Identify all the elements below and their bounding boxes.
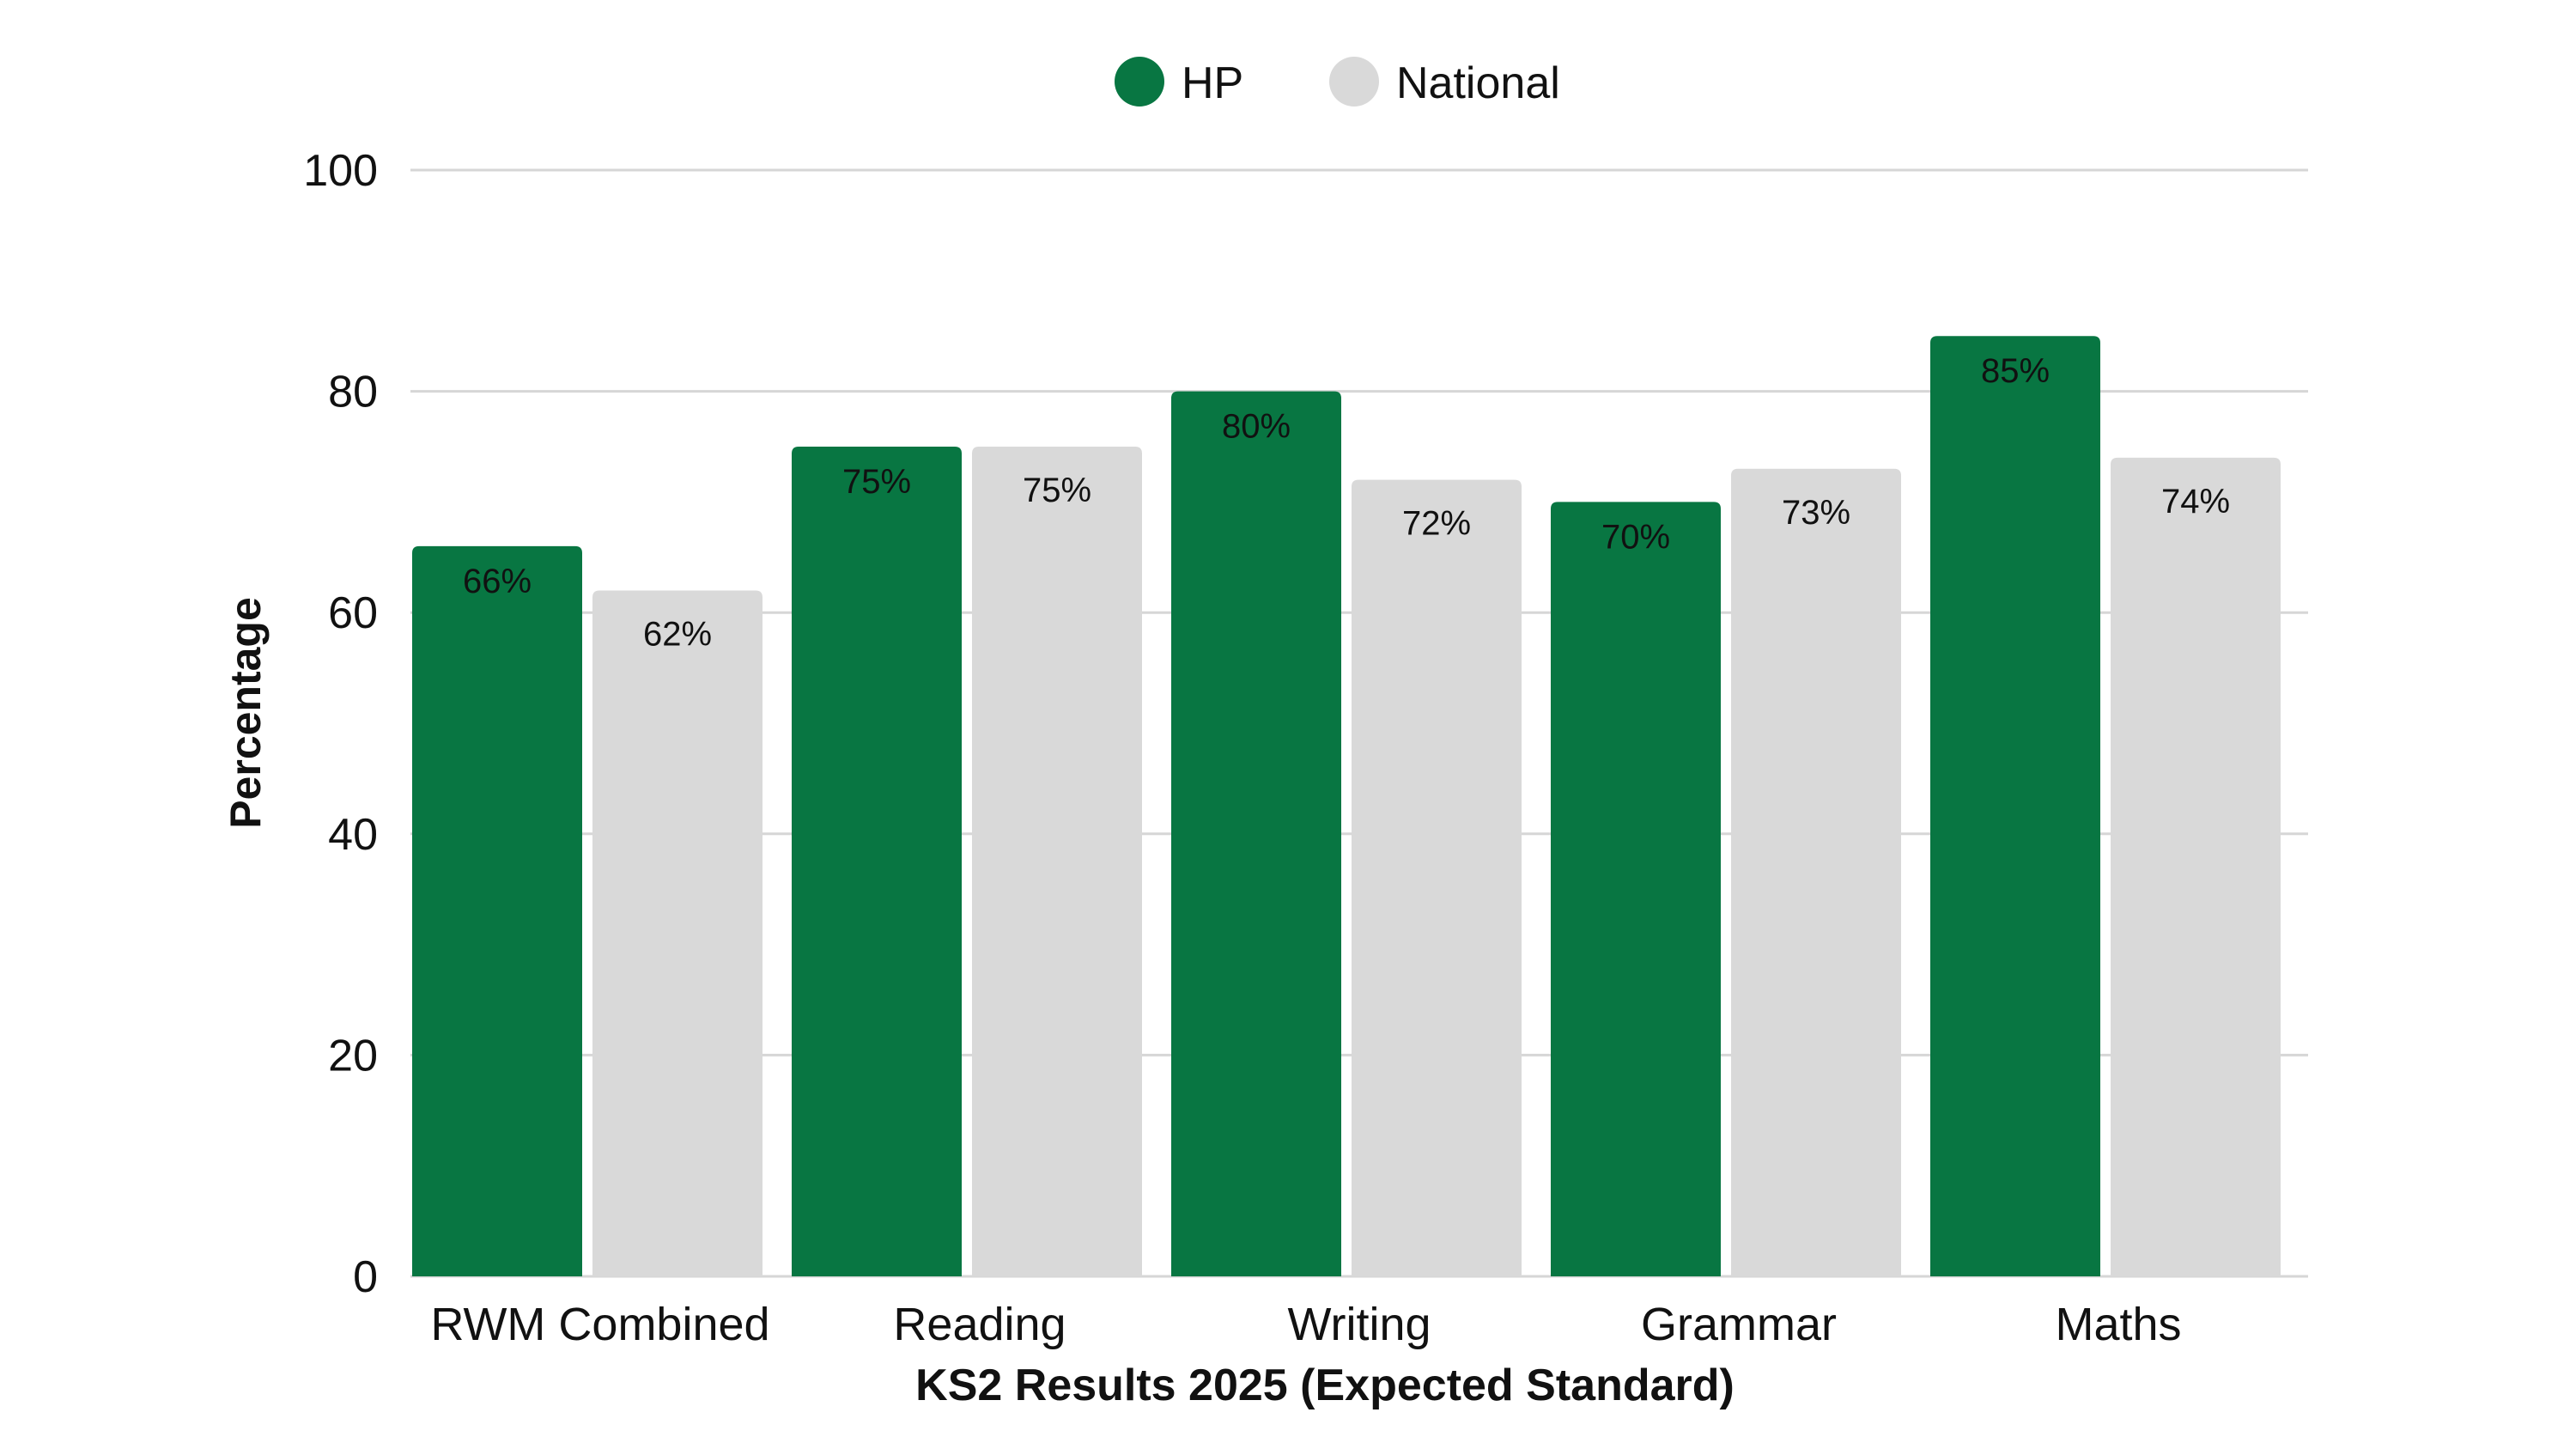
- bar-hp-maths: [1930, 336, 2100, 1277]
- x-tick-label: Writing: [1287, 1299, 1431, 1350]
- legend-label-national: National: [1396, 58, 1560, 108]
- y-tick-label: 20: [328, 1031, 378, 1081]
- data-label: 72%: [1402, 505, 1471, 543]
- bar-labels: 66% 62% 75% 75% 80% 72% 70% 73% 85% 74%: [463, 352, 2230, 653]
- y-tick-label: 100: [303, 146, 378, 196]
- bar-national-grammar: [1731, 468, 1901, 1276]
- data-label: 73%: [1782, 494, 1850, 532]
- x-tick-label: Grammar: [1641, 1299, 1837, 1350]
- bar-hp-writing: [1171, 391, 1341, 1277]
- bar-national-reading: [972, 447, 1142, 1276]
- data-label: 85%: [1981, 352, 2050, 390]
- legend: HP National: [1115, 57, 1560, 108]
- legend-swatch-national: [1329, 57, 1379, 107]
- data-label: 75%: [842, 463, 911, 501]
- x-axis-title: KS2 Results 2025 (Expected Standard): [915, 1361, 1735, 1410]
- data-label: 70%: [1601, 518, 1670, 556]
- y-tick-label: 0: [353, 1252, 378, 1302]
- legend-label-hp: HP: [1182, 58, 1243, 108]
- data-label: 75%: [1023, 472, 1091, 509]
- data-label: 62%: [643, 615, 712, 653]
- y-axis-title: Percentage: [222, 597, 270, 829]
- data-label: 74%: [2161, 483, 2230, 521]
- data-label: 66%: [463, 563, 532, 600]
- data-label: 80%: [1222, 408, 1291, 446]
- y-axis-ticks: 0 20 40 60 80 100: [303, 146, 378, 1302]
- y-tick-label: 40: [328, 810, 378, 860]
- bar-national-writing: [1352, 479, 1522, 1276]
- bars: [412, 336, 2281, 1277]
- bar-hp-reading: [792, 447, 962, 1276]
- bar-hp-rwm-combined: [412, 545, 582, 1276]
- bar-national-maths: [2111, 457, 2281, 1276]
- legend-swatch-hp: [1115, 57, 1164, 107]
- x-tick-label: RWM Combined: [430, 1299, 769, 1350]
- bar-national-rwm-combined: [592, 590, 762, 1276]
- bar-hp-grammar: [1551, 502, 1721, 1276]
- y-tick-label: 80: [328, 368, 378, 417]
- x-tick-label: Maths: [2055, 1299, 2181, 1350]
- x-axis-ticks: RWM Combined Reading Writing Grammar Maths: [430, 1299, 2181, 1350]
- y-tick-label: 60: [328, 588, 378, 638]
- x-tick-label: Reading: [893, 1299, 1066, 1350]
